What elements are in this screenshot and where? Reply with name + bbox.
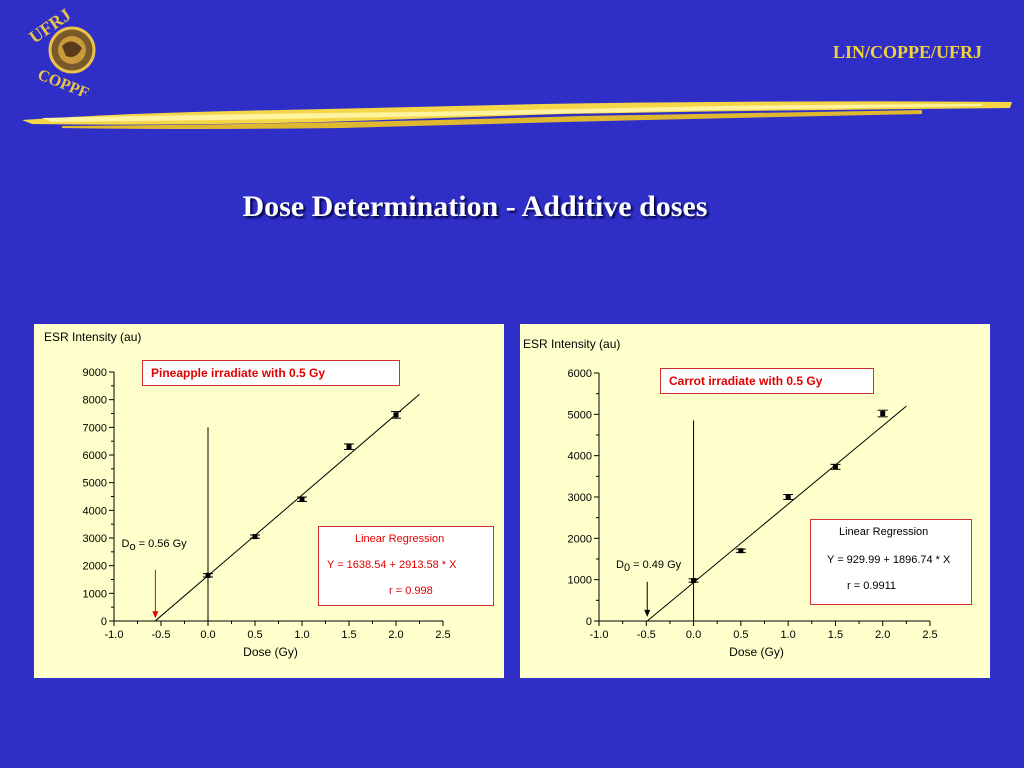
regression-box: Linear Regression Y = 929.99 + 1896.74 *… [810,519,972,605]
dose-value: = 0.49 Gy [633,559,682,572]
y-tick-label: 3000 [568,492,592,504]
dose-annotation: Do = 0.56 Gy [122,538,187,553]
y-tick-label: 9000 [83,367,107,379]
sample-label: Pineapple irradiate with 0.5 Gy [142,360,400,386]
y-tick-label: 6000 [83,450,107,462]
regression-heading: Linear Regression [839,526,929,538]
dose-arrow-head [152,611,159,619]
regression-equation: Y = 929.99 + 1896.74 * X [827,554,951,566]
sample-label: Carrot irradiate with 0.5 Gy [660,368,874,394]
chart-panel-carrot: 0 1000 2000 3000 4000 5000 6000 -1.0 -0.5 0.0 0.5 1… [520,324,990,678]
chart-panel-pineapple: 0 1000 2000 3000 4000 5000 6000 7000 8000 9000 -1.… [34,324,504,678]
regression-heading: Linear Regression [355,533,445,545]
y-axis-title: ESR Intensity (au) [523,337,621,351]
x-tick-label: 0.5 [247,629,262,641]
y-axis-title: ESR Intensity (au) [44,330,142,344]
data-point [252,534,258,540]
x-tick-label: 0.0 [200,629,215,641]
regression-line [155,393,420,622]
x-tick-label: -1.0 [590,629,609,641]
x-tick-label: 2.5 [922,629,937,641]
y-tick-label: 8000 [83,395,107,407]
x-tick-label: 1.0 [294,629,309,641]
data-point [393,412,399,418]
x-tick-label: -0.5 [637,629,656,641]
data-point [738,548,744,554]
data-point [691,577,697,583]
x-tick-label: 2.0 [875,629,890,641]
y-tick-label: 1000 [568,575,592,587]
data-point [299,496,305,502]
data-point [205,572,211,578]
y-tick-label: 4000 [568,451,592,463]
ufrj-coppe-logo: UFRJ COPPE [26,6,96,96]
dose-subscript: o [129,541,136,554]
chart-svg-pineapple: 0 1000 2000 3000 4000 5000 6000 7000 8000 9000 -1.… [83,367,451,659]
x-tick-label: 1.5 [341,629,356,641]
dose-value: = 0.56 Gy [138,538,187,551]
x-tick-label: 1.0 [780,629,795,641]
data-point [346,444,352,450]
y-tick-label: 4000 [83,505,107,517]
x-tick-label: -0.5 [152,629,171,641]
x-tick-label: -1.0 [105,629,124,641]
dose-annotation: D0 = 0.49 Gy [616,559,681,574]
y-tick-label: 1000 [83,588,107,600]
x-tick-label: 0.5 [733,629,748,641]
brush-stroke-divider [22,101,1012,129]
dose-symbol: D [121,538,130,551]
x-axis-title: Dose (Gy) [729,645,784,659]
y-tick-label: 0 [101,616,107,628]
x-tick-label: 2.5 [435,629,450,641]
regression-r: r = 0.9911 [847,580,897,592]
y-tick-label: 3000 [83,533,107,545]
x-tick-label: 2.0 [388,629,403,641]
y-tick-label: 2000 [568,533,592,545]
dose-symbol: D [616,559,624,572]
x-axis-title: Dose (Gy) [243,645,298,659]
chart-svg-carrot: 0 1000 2000 3000 4000 5000 6000 -1.0 -0.5 0.0 0.5 1… [568,368,938,659]
data-point [832,464,838,470]
y-tick-label: 6000 [568,368,592,380]
y-tick-label: 5000 [83,478,107,490]
y-tick-label: 7000 [83,422,107,434]
organization-label: LIN/COPPE/UFRJ [832,42,982,62]
regression-equation: Y = 1638.54 + 2913.58 * X [327,559,457,571]
regression-line [646,405,907,622]
regression-box: Linear Regression Y = 1638.54 + 2913.58 … [318,526,494,606]
x-tick-label: 0.0 [686,629,701,641]
x-tick-label: 1.5 [828,629,843,641]
y-tick-label: 5000 [568,409,592,421]
y-tick-label: 0 [586,616,592,628]
slide-title: Dose Determination - Additive doses [242,190,708,223]
data-point [785,494,791,500]
data-point [880,411,886,417]
dose-subscript: 0 [623,562,631,575]
regression-r: r = 0.998 [389,585,433,597]
y-tick-label: 2000 [83,561,107,573]
dose-arrow-head [644,609,651,617]
